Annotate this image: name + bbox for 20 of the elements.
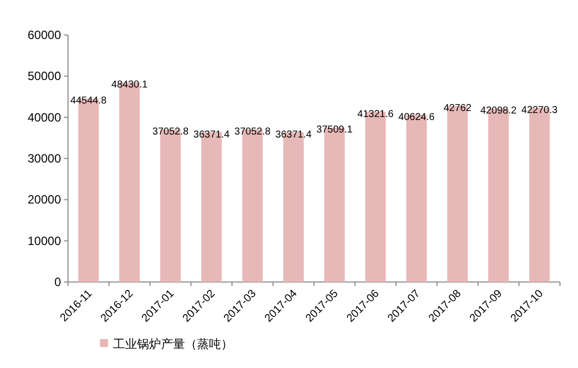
data-label: 37509.1: [316, 124, 354, 136]
y-tick-label: 10000: [28, 234, 62, 248]
data-label: 37052.8: [234, 126, 272, 138]
data-label: 37052.8: [152, 126, 190, 138]
data-label: 36371.4: [275, 129, 312, 140]
data-label: 36371.4: [193, 129, 230, 140]
y-tick-label: 60000: [28, 28, 62, 42]
data-label: 41321.6: [357, 108, 394, 120]
y-tick-label: 40000: [28, 110, 62, 124]
data-label: 44544.8: [70, 96, 108, 107]
y-tick-label: 50000: [28, 69, 62, 84]
y-tick-label: 30000: [28, 152, 62, 166]
data-label: 42098.2: [480, 106, 518, 117]
data-label: 42270.3: [521, 104, 558, 116]
data-label: 42762: [444, 102, 472, 114]
legend-label: 工业锅炉产量（蒸吨）: [113, 337, 233, 351]
data-label: 40624.6: [398, 112, 436, 123]
data-label: 48430.1: [111, 80, 148, 91]
y-tick-label: 20000: [28, 192, 62, 207]
y-tick-label: 0: [54, 275, 62, 289]
